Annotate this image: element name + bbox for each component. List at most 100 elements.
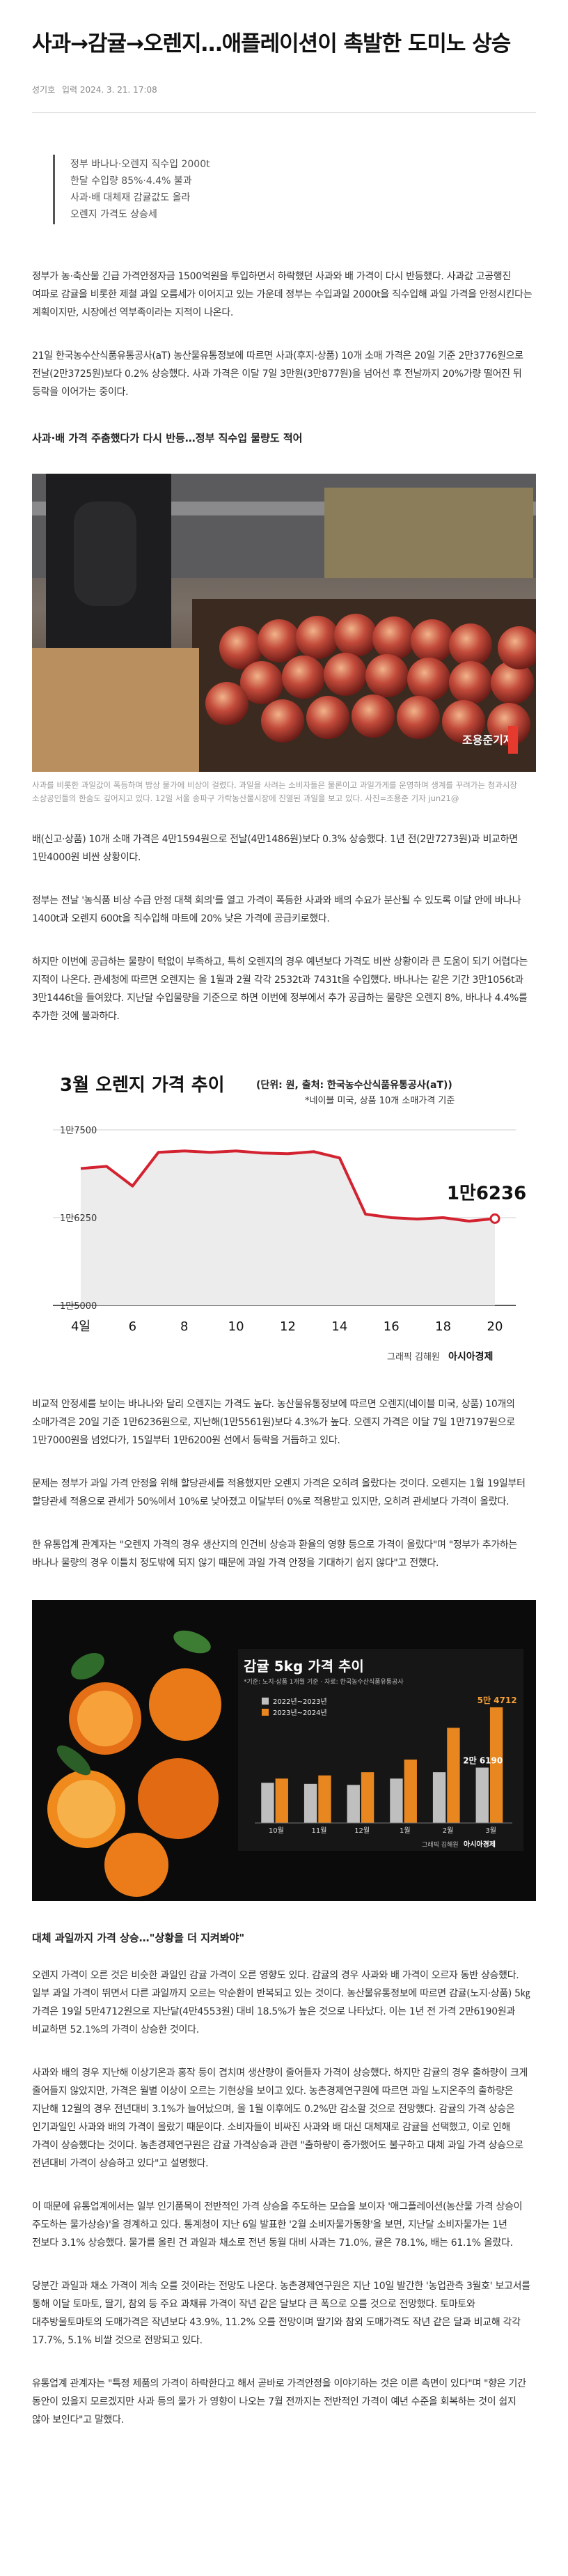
article-headline: 사과→감귤→오렌지…애플레이션이 촉발한 도미노 상승 <box>32 31 511 56</box>
x-tick-label: 12 <box>280 1319 296 1334</box>
paragraph: 문제는 정부가 과일 가격 안정을 위해 할당관세를 적용했지만 오렌지 가격은… <box>32 1478 526 1507</box>
x-tick-label: 6 <box>129 1319 136 1334</box>
bar-chart-subtitle: *기준: 노지·상품 1개월 기준 · 자료: 한국농수산식품유통공사 <box>244 1677 404 1686</box>
subheading: 사과·배 가격 주춤했다가 다시 반등…정부 직수입 물량도 적어 <box>32 432 303 444</box>
chart-title: 3월 오렌지 가격 추이 <box>60 1075 225 1096</box>
legend-swatch <box>262 1709 269 1716</box>
x-tick-label: 16 <box>384 1319 400 1334</box>
x-tick-label: 4일 <box>71 1319 90 1334</box>
apple-shape <box>411 619 454 662</box>
bar <box>318 1775 331 1823</box>
apple-shape <box>449 623 492 667</box>
price-line <box>80 1149 496 1223</box>
bar <box>475 1767 489 1823</box>
chart-brand: 아시아경제 <box>448 1351 493 1363</box>
bar <box>261 1783 274 1823</box>
chart-note: *네이블 미국, 상품 10개 소매가격 기준 <box>305 1096 455 1106</box>
category-label: 1월 <box>400 1826 411 1835</box>
category-label: 2월 <box>443 1826 454 1835</box>
y-tick-label: 1만5000 <box>60 1301 97 1312</box>
legend-label: 2022년~2023년 <box>273 1698 327 1706</box>
chart-subtitle: (단위: 원, 출처: 한국농수산식품유통공사(aT)) <box>256 1079 452 1091</box>
x-tick-label: 18 <box>435 1319 451 1334</box>
last-point <box>489 1213 500 1224</box>
paragraph: 정부가 농·축산물 긴급 가격안정자금 1500억원을 투입하면서 하락했던 사… <box>32 271 532 318</box>
orange-price-line-chart: 3월 오렌지 가격 추이 (단위: 원, 출처: 한국농수산식품유통공사(aT)… <box>53 1075 526 1363</box>
paragraph: 유통업계 관계자는 "특정 제품의 가격이 하락한다고 해서 곧바로 가격안정을… <box>32 2378 526 2426</box>
paragraph: 배(신고·상품) 10개 소매 가격은 4만1594원으로 전날(4만1486원… <box>32 834 518 863</box>
apple-shape <box>261 699 304 743</box>
chart-credit: 그래픽 김해원 <box>387 1352 440 1363</box>
last-value-label: 1만6236 <box>447 1183 526 1204</box>
article-summary: 정부 바나나·오렌지 직수입 2000t 한달 수입량 85%·4.4% 불과 … <box>53 155 536 224</box>
apple-photo-illustration: 조용준기자 <box>32 474 536 772</box>
x-tick-label: 14 <box>331 1319 347 1334</box>
apple-shape <box>282 655 325 699</box>
summary-line: 사과·배 대체재 감귤값도 올라 <box>70 192 191 203</box>
subheading: 대체 과일까지 가격 상승…"상황을 더 지켜봐야" <box>32 1932 245 1944</box>
tangerine-price-graphic: 감귤 5kg 가격 추이 *기준: 노지·상품 1개월 기준 · 자료: 한국농… <box>32 1600 536 1901</box>
apple-shape <box>240 661 283 704</box>
apple-shape <box>205 682 248 725</box>
apple-shape <box>258 619 301 662</box>
legend-label: 2023년~2024년 <box>273 1709 327 1717</box>
orange-price-chart: 3월 오렌지 가격 추이 (단위: 원, 출처: 한국농수산식품유통공사(aT)… <box>32 1053 536 1370</box>
paragraph: 한 유통업계 관계자는 "오렌지 가격의 경우 생산지의 인건비 상승과 환율의… <box>32 1539 518 1569</box>
bar <box>404 1759 417 1823</box>
price-area <box>81 1151 495 1305</box>
apple-shape <box>449 661 492 704</box>
summary-line: 정부 바나나·오렌지 직수입 2000t <box>70 159 210 170</box>
apple-shape <box>365 654 409 697</box>
bar <box>489 1707 503 1823</box>
summary-line: 오렌지 가격도 상승세 <box>70 209 157 220</box>
orange-fruit-illustration <box>47 1630 221 1897</box>
apple-shape <box>352 695 395 738</box>
paragraph: 21일 한국농수산식품유통공사(aT) 농산물유통정보에 따르면 사과(후지·상… <box>32 350 523 398</box>
bar <box>361 1772 374 1823</box>
paragraph: 오렌지 가격이 오른 것은 비슷한 과일인 감귤 가격이 오른 영향도 있다. … <box>32 1970 530 2035</box>
x-tick-label: 20 <box>487 1319 503 1334</box>
apple-shape <box>397 696 440 739</box>
legend-swatch <box>262 1698 269 1705</box>
paragraph: 비교적 안정세를 보이는 바나나와 달리 오렌지는 가격도 높다. 농산물유통정… <box>32 1399 515 1446</box>
category-label: 12월 <box>354 1826 370 1835</box>
paragraph: 정부는 전날 '농식품 비상 수급 안정 대책 회의'를 열고 가격이 폭등한 … <box>32 895 521 924</box>
x-tick-label: 10 <box>228 1319 244 1334</box>
annotation-label: 2만 6190 <box>463 1755 503 1765</box>
category-label: 11월 <box>312 1826 327 1835</box>
paragraph: 당분간 과일과 채소 가격이 계속 오를 것이라는 전망도 나온다. 농촌경제연… <box>32 2281 530 2346</box>
apple-shape <box>306 696 349 739</box>
apple-shape <box>324 653 367 696</box>
watermark: 조용준기자 <box>462 726 518 754</box>
market-apple-photo: 조용준기자 <box>32 474 536 772</box>
article-page: 사과→감귤→오렌지…애플레이션이 촉발한 도미노 상승 성기호 입력 2024.… <box>32 31 536 2426</box>
category-label: 3월 <box>485 1826 496 1835</box>
apple-shape <box>498 626 536 669</box>
paragraph: 이 때문에 유통업계에서는 일부 인기품목이 전반적인 가격 상승을 주도하는 … <box>32 2201 523 2249</box>
byline: 성기호 입력 2024. 3. 21. 17:08 <box>32 84 536 113</box>
apple-shape <box>219 626 262 669</box>
apple-shape <box>407 658 450 701</box>
bar <box>303 1783 317 1823</box>
paragraph: 하지만 이번에 공급하는 물량이 턱없이 부족하고, 특히 오렌지의 경우 예년… <box>32 956 528 1022</box>
y-tick-label: 1만6250 <box>60 1213 97 1224</box>
bar <box>432 1772 446 1823</box>
photo-caption: 사과를 비롯한 과일값이 폭등하며 밥상 물가에 비상이 걸렸다. 과일을 사려… <box>32 780 517 803</box>
publish-time: 입력 2024. 3. 21. 17:08 <box>61 85 157 95</box>
apple-shape <box>296 616 339 659</box>
author-name[interactable]: 성기호 <box>32 85 56 95</box>
summary-line: 한달 수입량 85%·4.4% 불과 <box>70 176 192 187</box>
annotation-label: 5만 4712 <box>478 1695 517 1705</box>
bar-chart-title: 감귤 5kg 가격 추이 <box>244 1658 364 1675</box>
y-tick-label: 1만7500 <box>60 1126 97 1136</box>
apple-shape <box>372 616 416 660</box>
svg-text:조용준기자: 조용준기자 <box>462 734 514 747</box>
bar <box>447 1728 460 1823</box>
apple-shape <box>487 703 530 746</box>
category-label: 10월 <box>269 1826 284 1835</box>
bar <box>390 1778 403 1823</box>
bar <box>347 1785 360 1823</box>
bar-chart-credit: 그래픽 김해원 <box>422 1840 459 1849</box>
apple-shape <box>442 700 485 743</box>
apple-shape <box>334 614 377 657</box>
